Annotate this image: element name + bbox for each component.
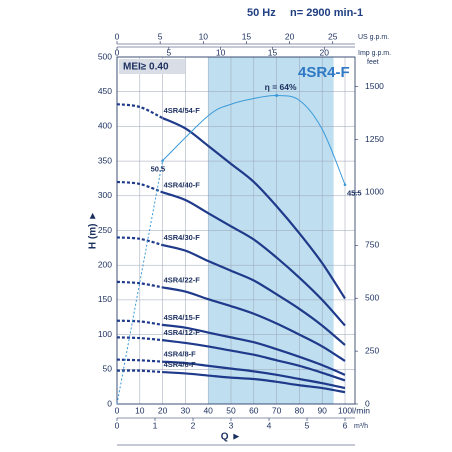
pump-curve — [162, 286, 346, 362]
feet-tick-label: 1250 — [365, 134, 384, 144]
flow-tick-label: 5 — [305, 420, 310, 430]
y-tick-label: 150 — [98, 294, 112, 304]
feet-tick-label: 750 — [365, 240, 379, 250]
chart-title: 4SR4-F — [298, 64, 350, 81]
top-tick-label: 0 — [115, 47, 120, 57]
top-tick-label: 20 — [285, 31, 295, 41]
pump-curve — [162, 323, 346, 376]
y-tick-label: 200 — [98, 259, 112, 269]
top-axis-unit: US g.p.m. — [358, 34, 389, 41]
frequency: 50 Hz — [247, 7, 276, 19]
y-axis-label: H (m) ► — [88, 211, 99, 249]
flow-unit: m³/h — [354, 423, 368, 430]
pump-curve — [116, 236, 163, 247]
efficiency-point — [161, 159, 164, 162]
x-tick-label: 10 — [135, 405, 145, 415]
efficiency-peak — [275, 94, 279, 98]
flow-tick-label: 3 — [229, 420, 234, 430]
pump-curve — [162, 370, 346, 394]
feet-tick-label: 1500 — [365, 81, 384, 91]
pump-label: 4SR4/6-F — [164, 360, 197, 369]
y-tick-label: 50 — [103, 364, 113, 374]
mei-box — [119, 59, 185, 74]
x-tick-label: 60 — [249, 405, 259, 415]
y-tick-label: 450 — [98, 86, 112, 96]
flow-tick-label: 2 — [191, 420, 196, 430]
efficiency-value: 45.5 — [347, 189, 362, 198]
y-tick-label: 300 — [98, 190, 112, 200]
pump-curve — [162, 339, 346, 382]
top-tick-label: 15 — [268, 47, 278, 57]
pump-curve — [162, 191, 346, 327]
feet-tick-label: 1000 — [365, 187, 384, 197]
feet-tick-label: 0 — [365, 398, 370, 408]
feet-tick-label: 500 — [365, 292, 379, 302]
flow-tick-label: 6 — [343, 420, 348, 430]
pump-label: 4SR4/8-F — [164, 350, 197, 359]
top-axis-unit: Imp g.p.m. — [358, 50, 391, 57]
x-tick-label: 90 — [317, 405, 327, 415]
pump-label: 4SR4/12-F — [164, 328, 201, 337]
pump-curve — [116, 103, 164, 120]
y-tick-label: 500 — [98, 51, 112, 61]
mei-label: MEI≥ 0.40 — [123, 62, 169, 73]
pump-label: 4SR4/30-F — [164, 233, 201, 242]
pump-curve — [116, 336, 163, 342]
x-tick-label: 40 — [203, 405, 213, 415]
efficiency-value: 50.5 — [151, 165, 166, 174]
x-tick-label: 80 — [295, 405, 305, 415]
feet-unit: feet — [367, 59, 379, 66]
x-tick-label: 100 — [338, 405, 352, 415]
flow-tick-label: 0 — [115, 420, 120, 430]
x-tick-label: 0 — [115, 405, 120, 415]
flow-tick-label: 4 — [267, 420, 272, 430]
x-tick-label: 30 — [181, 405, 191, 415]
top-tick-label: 5 — [158, 31, 163, 41]
y-tick-label: 100 — [98, 329, 112, 339]
q-label: Q ► — [221, 432, 241, 443]
y-tick-label: 400 — [98, 121, 112, 131]
feet-tick-label: 250 — [365, 345, 379, 355]
efficiency-label: η = 64% — [265, 82, 297, 92]
pump-curve — [162, 117, 346, 300]
x-tick-label: 20 — [158, 405, 168, 415]
flow-tick-label: 1 — [153, 420, 158, 430]
efficiency-point — [343, 183, 347, 187]
efficiency-curve — [116, 160, 164, 405]
x-tick-label: 50 — [226, 405, 236, 415]
pump-curve — [116, 280, 163, 289]
y-tick-label: 0 — [107, 398, 112, 408]
top-tick-label: 0 — [115, 31, 120, 41]
x-unit: l/min — [352, 405, 370, 415]
plot-frame — [116, 56, 356, 405]
top-tick-label: 15 — [242, 31, 252, 41]
y-tick-label: 350 — [98, 155, 112, 165]
speed: n= 2900 min-1 — [290, 7, 363, 19]
pump-curve — [162, 244, 346, 346]
pump-curve — [116, 319, 163, 326]
pump-curve — [116, 358, 163, 363]
pump-curve — [162, 360, 346, 390]
pump-curve — [116, 180, 163, 194]
efficiency-curve — [162, 95, 346, 185]
top-tick-label: 25 — [328, 31, 338, 41]
pump-label: 4SR4/40-F — [164, 180, 201, 189]
top-tick-label: 20 — [320, 47, 330, 57]
pump-label: 4SR4/54-F — [164, 106, 201, 115]
top-tick-label: 10 — [199, 31, 209, 41]
y-tick-label: 250 — [98, 225, 112, 235]
top-tick-label: 5 — [166, 47, 171, 57]
x-tick-label: 70 — [272, 405, 282, 415]
pump-label: 4SR4/15-F — [164, 313, 201, 322]
pump-curve — [116, 369, 163, 374]
pump-label: 4SR4/22-F — [164, 275, 201, 284]
top-tick-label: 10 — [216, 47, 226, 57]
